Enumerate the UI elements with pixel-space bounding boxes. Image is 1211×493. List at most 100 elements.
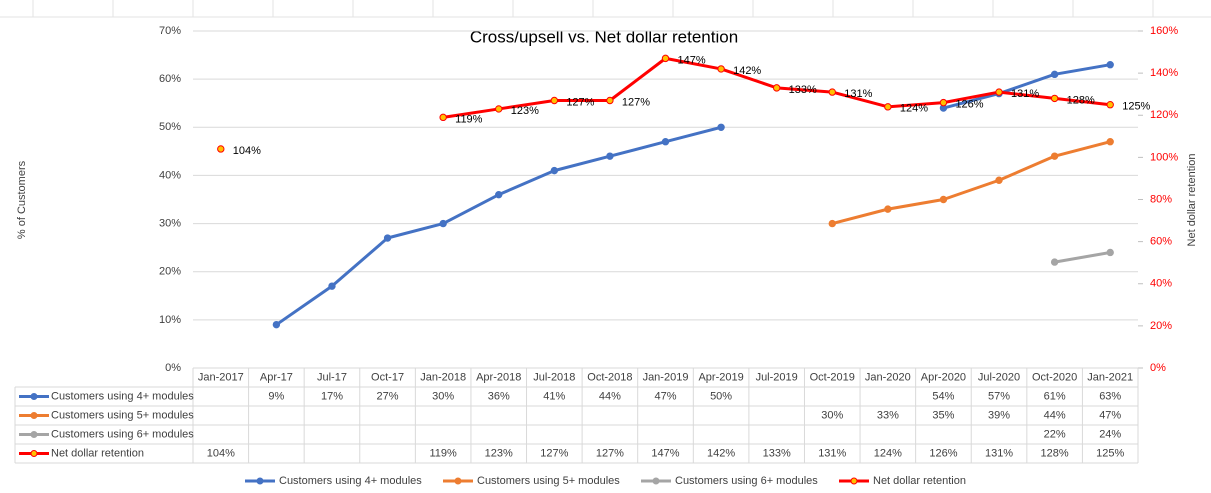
y2-tick-label: 160% [1150, 25, 1178, 37]
x-tick-label: Jan-2018 [420, 371, 466, 383]
y2-tick-label: 100% [1150, 151, 1178, 163]
table-cell: 47% [654, 390, 676, 402]
y2-tick-label: 20% [1150, 320, 1172, 332]
data-label: 131% [844, 88, 872, 100]
data-point [1106, 248, 1114, 257]
data-label: 125% [1122, 101, 1150, 113]
table-cell: 39% [988, 409, 1010, 421]
data-point [884, 103, 892, 111]
table-cell: 147% [651, 447, 679, 459]
legend-key [30, 431, 38, 438]
data-point [939, 195, 948, 204]
data-label: 133% [789, 84, 817, 96]
data-label: 124% [900, 103, 928, 115]
y2-axis-title: Net dollar retention [1186, 154, 1198, 247]
table-cell: 50% [710, 390, 732, 402]
x-tick-label: Apr-17 [260, 371, 293, 383]
x-tick-label: Jan-2021 [1087, 371, 1133, 383]
data-point [661, 138, 670, 146]
data-point [439, 219, 447, 228]
table-cell: 44% [1044, 409, 1066, 421]
data-point [1050, 258, 1059, 266]
table-cell: 22% [1044, 428, 1066, 440]
table-cell: 33% [877, 409, 899, 421]
data-point [550, 96, 559, 105]
table-row-label: Customers using 4+ modules [51, 390, 194, 402]
x-tick-label: Oct-2019 [810, 371, 855, 383]
table-cell: 17% [321, 390, 343, 402]
y-tick-label: 30% [159, 217, 181, 229]
legend-label: Customers using 5+ modules [477, 475, 620, 487]
series-line [275, 63, 1111, 326]
table-cell: 123% [485, 447, 513, 459]
table-cell: 124% [874, 447, 902, 459]
table-row-label: Customers using 6+ modules [51, 428, 194, 440]
legend-key [30, 393, 38, 400]
data-point [995, 176, 1003, 184]
data-label: 131% [1011, 88, 1039, 100]
y-tick-label: 50% [159, 121, 181, 133]
data-point [772, 84, 781, 92]
table-cell: 35% [932, 409, 954, 421]
data-point [1106, 60, 1114, 69]
data-label: 123% [511, 105, 539, 117]
y2-tick-label: 80% [1150, 193, 1172, 205]
data-point [828, 88, 836, 96]
legend-key [850, 477, 858, 485]
table-cell: 131% [818, 447, 846, 459]
data-point [606, 96, 614, 105]
series-line [831, 140, 1111, 226]
y-tick-label: 0% [165, 362, 181, 374]
table-cell: 47% [1099, 409, 1121, 421]
x-tick-label: Jan-2020 [865, 371, 911, 383]
table-cell: 104% [207, 447, 235, 459]
data-point [717, 65, 725, 73]
table-cell: 63% [1099, 390, 1121, 402]
data-point [383, 234, 392, 242]
y-tick-label: 70% [159, 25, 181, 37]
data-label: 147% [678, 54, 706, 66]
legend-label: Customers using 6+ modules [675, 475, 818, 487]
table-cell: 44% [599, 390, 621, 402]
data-point [1050, 152, 1059, 160]
data-point [550, 166, 559, 175]
x-tick-label: Apr-2019 [698, 371, 743, 383]
x-tick-label: Oct-17 [371, 371, 404, 383]
legend-key [652, 477, 660, 485]
y2-tick-label: 120% [1150, 109, 1178, 121]
table-cell: 24% [1099, 428, 1121, 440]
data-label: 126% [955, 99, 983, 111]
data-point [939, 98, 948, 107]
x-tick-label: Jul-2020 [978, 371, 1020, 383]
data-point [995, 88, 1003, 96]
legend-label: Customers using 4+ modules [279, 475, 422, 487]
legend-label: Net dollar retention [873, 475, 966, 487]
data-label: 142% [733, 65, 761, 77]
table-cell: 9% [268, 390, 284, 402]
table-cell: 27% [377, 390, 399, 402]
legend-key [30, 412, 38, 419]
table-cell: 127% [596, 447, 624, 459]
data-point [439, 113, 447, 122]
table-cell: 54% [932, 390, 954, 402]
y2-tick-label: 60% [1150, 236, 1172, 248]
x-tick-label: Jan-2019 [643, 371, 689, 383]
data-point [1050, 94, 1059, 103]
x-tick-label: Jul-17 [317, 371, 347, 383]
chart-title: Cross/upsell vs. Net dollar retention [470, 27, 738, 46]
table-cell: 125% [1096, 447, 1124, 459]
table-row-label: Customers using 5+ modules [51, 409, 194, 421]
x-tick-label: Jul-2019 [756, 371, 798, 383]
table-cell: 30% [432, 390, 454, 402]
data-point [328, 282, 336, 290]
sheet-grid [0, 0, 1211, 18]
legend-key [30, 450, 38, 457]
table-cell: 133% [763, 447, 791, 459]
table-cell: 30% [821, 409, 843, 421]
table-row-label: Net dollar retention [51, 447, 144, 459]
y-tick-label: 10% [159, 314, 181, 326]
data-point [717, 123, 725, 131]
y2-tick-label: 0% [1150, 362, 1166, 374]
x-tick-label: Oct-2020 [1032, 371, 1077, 383]
x-tick-label: Apr-2020 [921, 371, 966, 383]
